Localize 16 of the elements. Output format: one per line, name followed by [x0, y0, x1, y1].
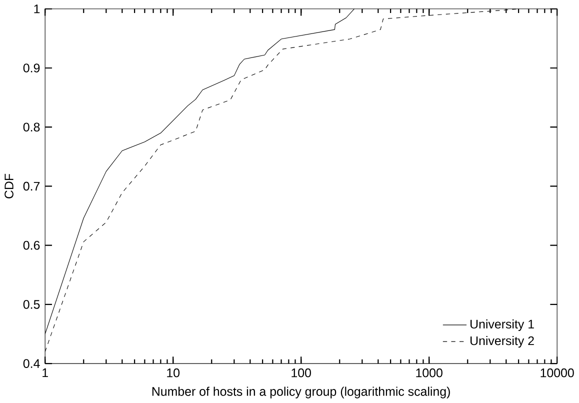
y-tick-label: 0.5	[23, 300, 40, 309]
x-tick-label: 10000	[540, 368, 574, 378]
legend-label: University 2	[470, 336, 534, 348]
y-tick-label: 0.4	[23, 359, 40, 368]
x-tick-label: 10	[167, 368, 180, 378]
x-axis-title: Number of hosts in a policy group (logarithmic scaling)	[152, 386, 450, 398]
y-tick-label: 0.6	[23, 240, 40, 250]
y-tick-label: 0.8	[23, 122, 40, 132]
x-tick-label: 1000	[416, 368, 442, 378]
y-tick-label: 0.9	[23, 64, 40, 72]
x-tick-label: 100	[292, 368, 311, 378]
x-tick-label: 1	[42, 368, 48, 378]
legend-label: University 1	[470, 319, 534, 332]
y-axis-title: CDF	[4, 174, 14, 198]
y-tick-label: 1	[34, 4, 40, 14]
y-tick-label: 0.7	[23, 182, 40, 191]
